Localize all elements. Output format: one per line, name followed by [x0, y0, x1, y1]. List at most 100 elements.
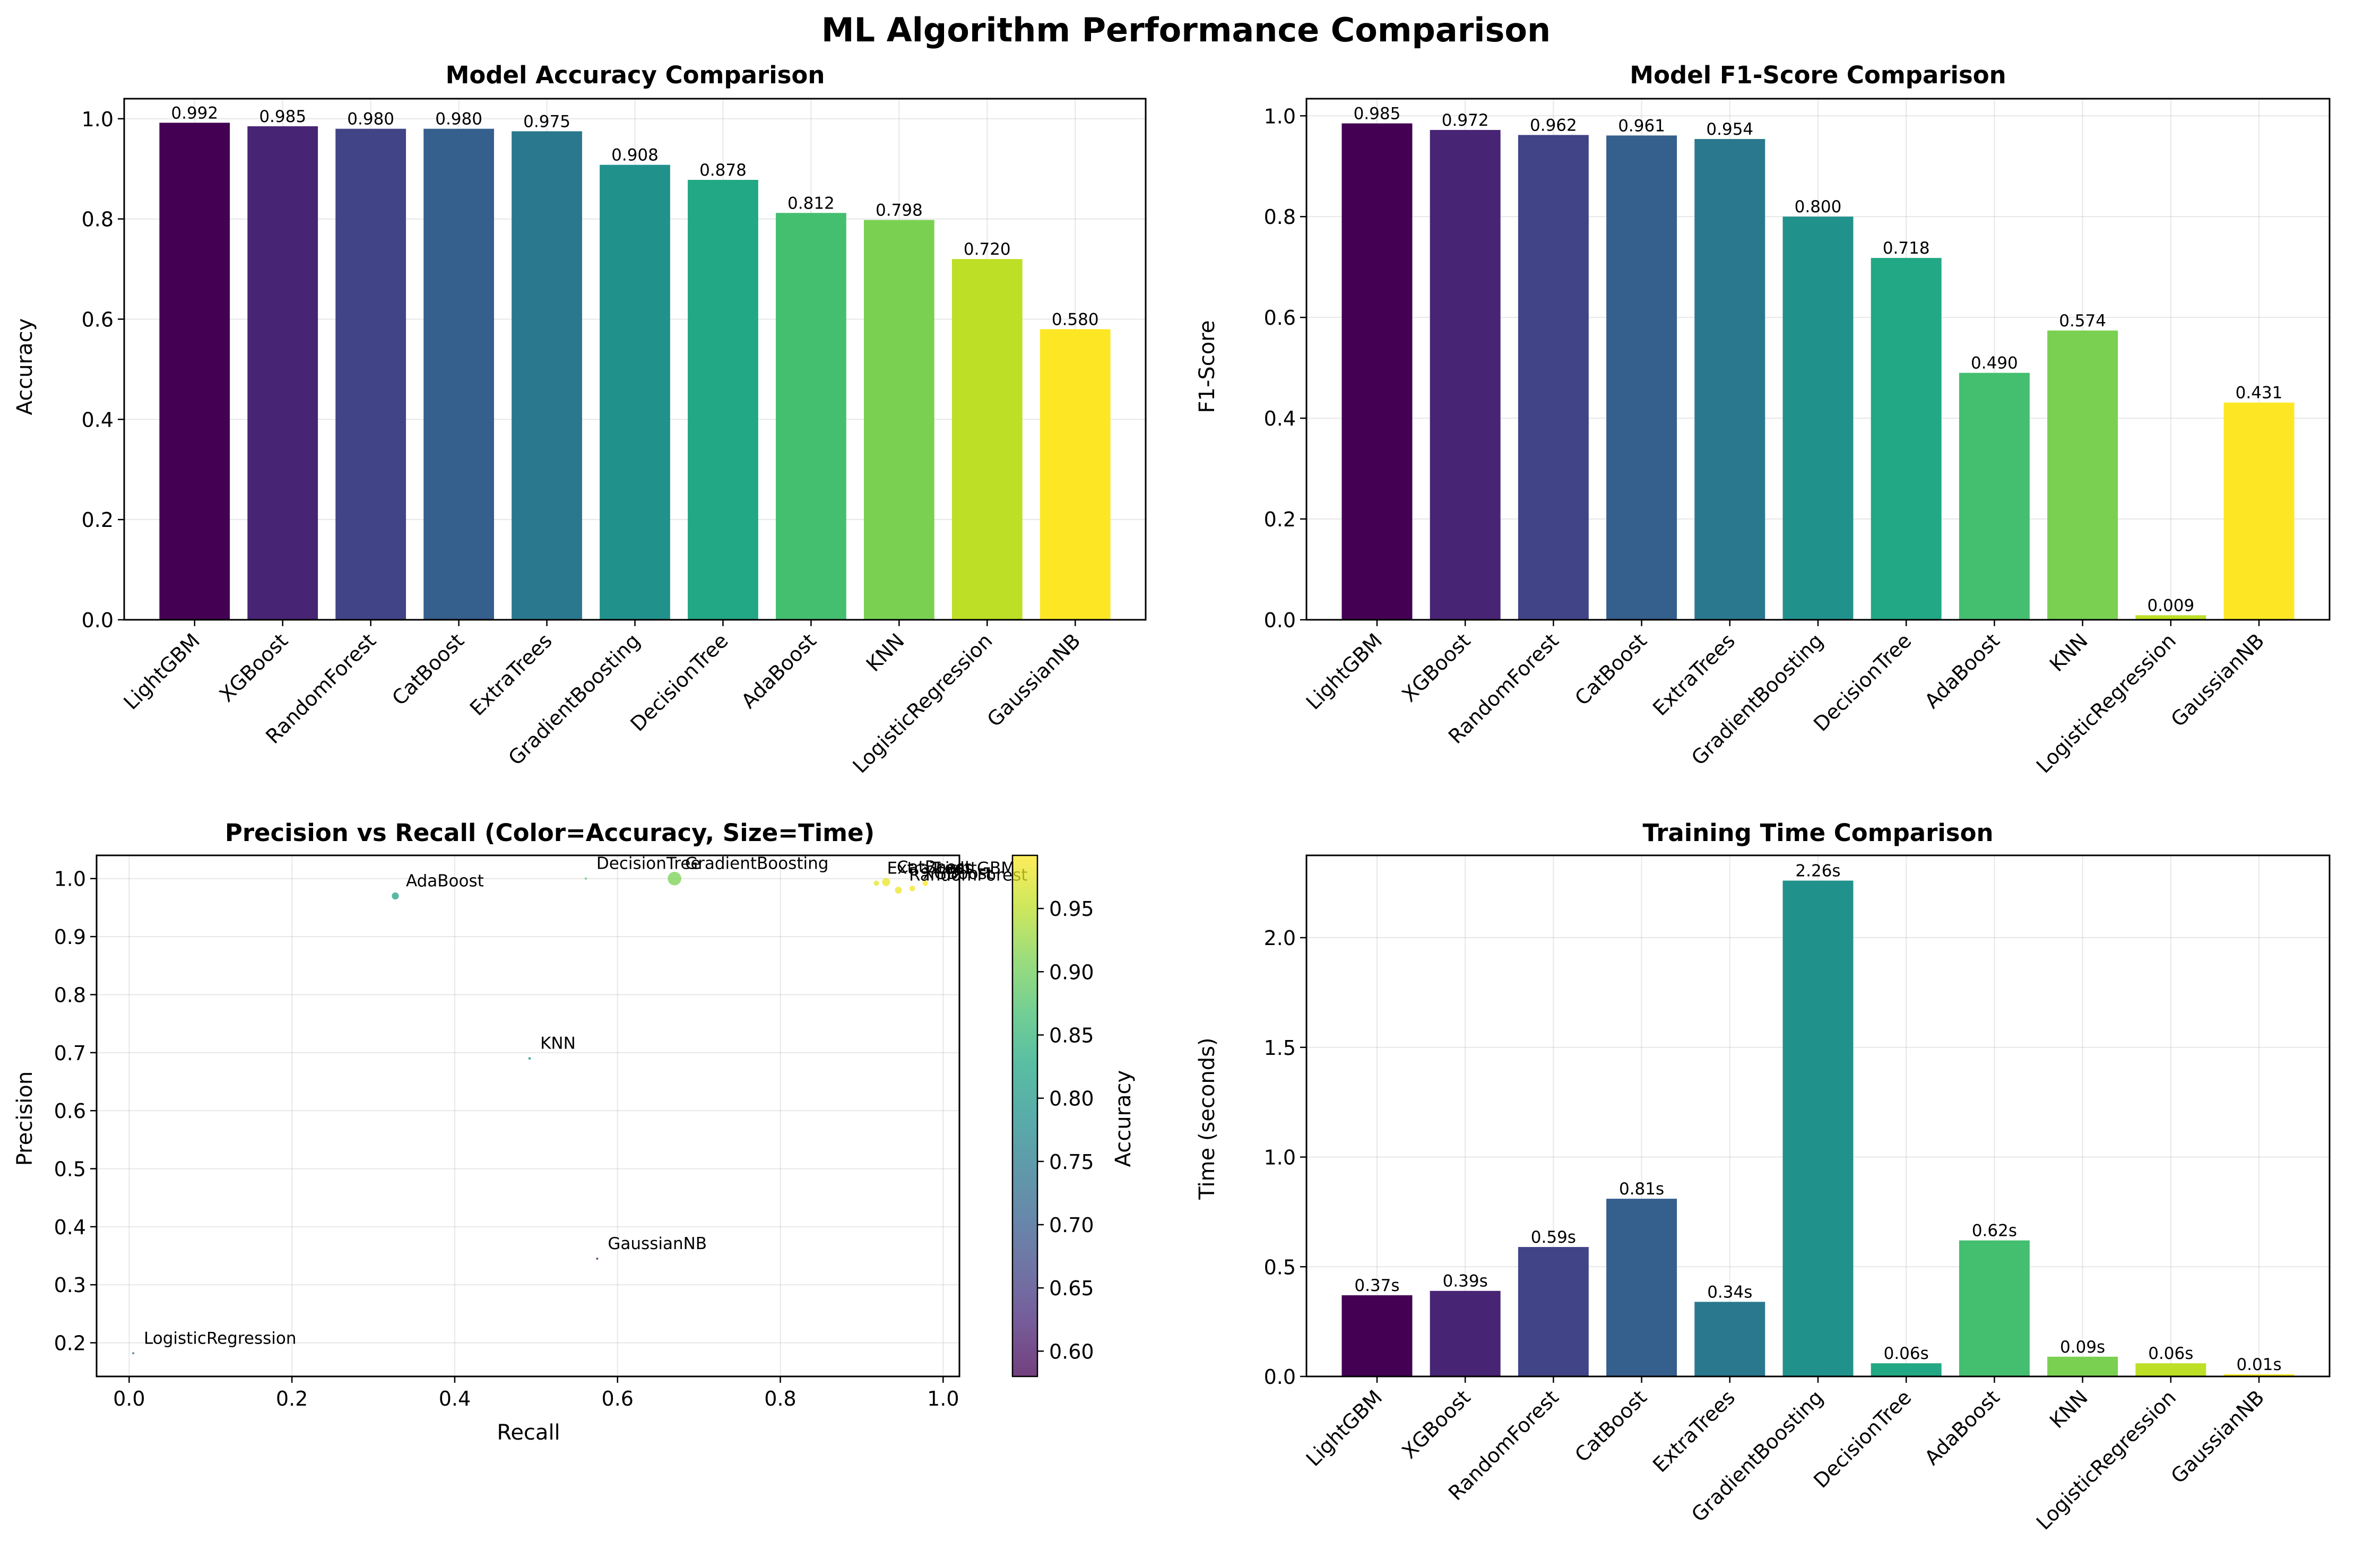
scatter-xtick-label: 0.8 [764, 1387, 796, 1410]
precision-recall-chart: Precision vs Recall (Color=Accuracy, Siz… [13, 819, 1136, 1445]
accuracy-bar-knn [863, 220, 934, 620]
accuracy-ytick-label: 0.8 [82, 208, 114, 231]
time-ytick-label: 0.5 [1264, 1255, 1296, 1279]
scatter-point-label: ExtraTrees [887, 859, 974, 878]
time-ytick-label: 0.0 [1264, 1365, 1296, 1389]
scatter-axes-frame [96, 854, 960, 1378]
scatter-xtick-label: 0.0 [113, 1387, 145, 1410]
accuracy-ytick-label: 0.0 [82, 609, 114, 632]
scatter-chart-title: Precision vs Recall (Color=Accuracy, Siz… [225, 819, 875, 847]
f1-data-label: 0.972 [1442, 111, 1489, 130]
accuracy-data-label: 0.798 [876, 201, 923, 220]
scatter-chart-ylabel: Precision [13, 1071, 37, 1166]
accuracy-data-label: 0.580 [1052, 310, 1099, 329]
time-data-label: 0.01s [2236, 1355, 2281, 1374]
scatter-xtick-label: 1.0 [927, 1387, 959, 1410]
f1-data-label: 0.800 [1795, 197, 1842, 216]
f1-data-label: 0.985 [1354, 105, 1401, 124]
time-ytick-label: 1.0 [1264, 1146, 1296, 1169]
scatter-point-extratrees [873, 880, 879, 886]
scatter-point-label: KNN [540, 1034, 576, 1053]
colorbar-tick-label: 0.80 [1049, 1087, 1094, 1111]
time-ytick-label: 2.0 [1264, 926, 1296, 950]
time-data-label: 0.34s [1707, 1283, 1752, 1302]
f1-bar-xgboost [1430, 129, 1501, 620]
f1-bar-extratrees [1694, 138, 1765, 620]
scatter-point-adaboost [392, 892, 399, 900]
colorbar-tick-label: 0.75 [1049, 1150, 1094, 1174]
scatter-point-decisiontree [584, 877, 587, 880]
time-bar-extratrees [1694, 1302, 1765, 1376]
accuracy-data-label: 0.985 [259, 107, 306, 126]
accuracy-data-label: 0.992 [171, 103, 218, 123]
accuracy-data-label: 0.908 [611, 146, 659, 165]
scatter-point-label: LogisticRegression [144, 1329, 297, 1348]
f1-ytick-label: 0.0 [1264, 609, 1296, 632]
accuracy-bar-decisiontree [688, 179, 758, 620]
accuracy-ytick-label: 0.4 [82, 408, 114, 431]
time-bar-lightgbm [1341, 1295, 1413, 1376]
scatter-point-lightgbm [922, 880, 928, 886]
f1-bar-logisticregression [2135, 615, 2206, 620]
f1-ytick-label: 0.8 [1264, 205, 1296, 229]
time-bar-xgboost [1430, 1290, 1501, 1376]
time-data-label: 0.06s [2148, 1344, 2193, 1363]
scatter-point-xgboost [909, 886, 915, 891]
f1-ytick-label: 0.6 [1264, 306, 1296, 330]
time-bar-logisticregression [2135, 1363, 2206, 1376]
f1-chart-title: Model F1-Score Comparison [1630, 61, 2006, 89]
accuracy-data-label: 0.980 [347, 110, 394, 129]
time-data-label: 0.62s [1972, 1222, 2017, 1241]
f1-bar-lightgbm [1341, 123, 1413, 620]
accuracy-data-label: 0.878 [699, 161, 747, 180]
scatter-point-label: RandomForest [909, 866, 1027, 885]
time-bar-randomforest [1518, 1247, 1589, 1376]
f1-data-label: 0.431 [2236, 384, 2283, 403]
accuracy-chart-title: Model Accuracy Comparison [446, 61, 825, 89]
f1-data-label: 0.574 [2059, 311, 2106, 331]
f1-data-label: 0.490 [1971, 354, 2018, 373]
scatter-ytick-label: 1.0 [54, 868, 86, 891]
scatter-point-label: GradientBoosting [685, 854, 828, 873]
time-chart-ylabel: Time (seconds) [1195, 1037, 1219, 1200]
accuracy-bar-extratrees [512, 131, 582, 620]
scatter-point-label: DecisionTree [596, 854, 701, 873]
accuracy-data-label: 0.812 [787, 194, 835, 213]
accuracy-bar-xgboost [247, 126, 318, 620]
colorbar-tick-label: 0.85 [1049, 1024, 1094, 1047]
accuracy-bar-lightgbm [159, 123, 230, 620]
scatter-ytick-label: 0.2 [54, 1332, 86, 1355]
scatter-ytick-label: 0.7 [54, 1042, 86, 1065]
f1-data-label: 0.961 [1618, 116, 1665, 135]
scatter-point-label: GaussianNB [608, 1234, 707, 1253]
time-bar-catboost [1606, 1199, 1677, 1376]
f1-bar-knn [2047, 330, 2118, 620]
time-data-label: 0.59s [1531, 1228, 1576, 1247]
time-data-label: 2.26s [1795, 862, 1840, 881]
scatter-point-catboost [882, 878, 890, 886]
scatter-ytick-label: 0.8 [54, 983, 86, 1007]
scatter-xtick-label: 0.6 [602, 1387, 634, 1410]
time-chart-title: Training Time Comparison [1642, 819, 1993, 847]
scatter-point-randomforest [895, 887, 902, 894]
accuracy-ytick-label: 0.6 [82, 308, 114, 331]
scatter-ytick-label: 0.3 [54, 1274, 86, 1297]
f1-bar-randomforest [1518, 135, 1589, 620]
scatter-point-knn [528, 1057, 531, 1060]
colorbar [1011, 854, 1038, 1378]
colorbar-tick-label: 0.70 [1049, 1214, 1094, 1237]
f1-ytick-label: 0.2 [1264, 508, 1296, 531]
f1-bar-adaboost [1959, 372, 2030, 620]
accuracy-ytick-label: 0.2 [82, 508, 114, 532]
colorbar-label: Accuracy [1111, 1070, 1136, 1167]
accuracy-bar-gradientboosting [600, 164, 670, 620]
time-bar-decisiontree [1871, 1363, 1942, 1376]
time-bar-adaboost [1959, 1240, 2030, 1376]
accuracy-data-label: 0.975 [523, 112, 570, 131]
scatter-xtick-label: 0.4 [439, 1387, 471, 1410]
accuracy-data-label: 0.980 [435, 110, 482, 129]
scatter-point-label: AdaBoost [406, 872, 484, 891]
scatter-point-gradientboosting [668, 871, 681, 886]
scatter-ytick-label: 0.5 [54, 1158, 86, 1181]
